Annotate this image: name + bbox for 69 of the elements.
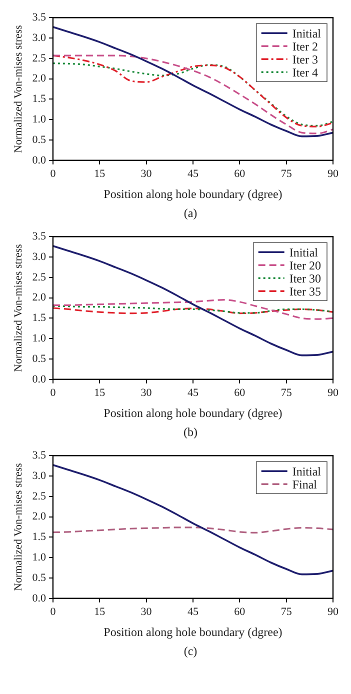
x-tick-label: 90 [328,606,339,618]
x-axis-title: Position along hole boundary (dgree) [104,624,282,639]
y-tick-label: 3.0 [32,470,46,482]
y-tick-label: 3.5 [32,449,46,462]
x-tick-label: 45 [187,386,199,399]
text: (c) [182,644,198,659]
line-series [52,245,333,356]
y-tick-label: 0.5 [32,352,46,365]
y-tick-label: 3.0 [32,250,46,263]
legend-label: Iter 3 [292,52,318,66]
x-tick-label: 75 [280,606,292,618]
y-tick-label: 0.0 [32,592,46,604]
x-tick-label: 75 [280,386,292,399]
x-tick-label: 15 [94,386,106,399]
x-tick-label: 30 [140,168,152,180]
x-tick-label: 15 [94,168,106,180]
text: (b) [182,425,198,440]
x-tick-label: 45 [187,606,199,618]
legend-label: Initial [289,245,319,260]
y-tick-label: 2.5 [32,490,46,502]
x-tick-label: 75 [280,168,292,180]
line-series [52,26,333,138]
y-axis-title: Normalized Von-mises stress [12,244,24,372]
x-tick-label: 60 [234,606,246,618]
legend-label: Final [292,477,318,492]
x-axis-title: Position along hole boundary (dgree) [104,406,282,420]
y-tick-label: 3.5 [32,11,46,24]
y-tick-label: 1.5 [32,93,46,106]
text: (a) [182,206,198,221]
y-axis-title: Normalized Von-mises stress [12,463,24,591]
y-tick-label: 1.0 [32,113,46,126]
x-axis-title: Position along hole boundary (dgree) [104,186,282,201]
y-tick-label: 0.5 [32,134,46,146]
y-tick-label: 3.5 [32,230,46,242]
y-axis-title: Normalized Von-mises stress [12,25,24,153]
x-tick-label: 30 [140,386,152,399]
y-tick-label: 2.5 [32,52,46,64]
y-tick-label: 1.0 [32,332,46,344]
legend-label: Iter 20 [289,258,322,272]
y-tick-label: 0.0 [32,373,46,386]
x-tick-label: 90 [328,168,339,180]
legend-label: Initial [292,26,322,40]
y-tick-label: 3.0 [32,32,46,44]
legend-label: Iter 2 [292,39,318,54]
x-tick-label: 0 [50,168,56,180]
y-tick-label: 1.0 [32,551,46,564]
x-tick-label: 60 [234,386,246,399]
y-tick-label: 2.0 [32,72,46,85]
legend-label: Initial [292,464,322,478]
x-tick-label: 45 [187,168,199,180]
x-tick-label: 0 [50,386,56,399]
legend-label: Iter 4 [292,65,318,80]
y-tick-label: 1.5 [32,531,46,544]
legend-label: Iter 35 [289,284,322,298]
y-tick-label: 2.0 [32,510,46,523]
x-tick-label: 30 [140,606,152,618]
legend-label: Iter 30 [289,271,322,286]
x-tick-label: 90 [328,386,339,399]
x-tick-label: 60 [234,168,246,180]
line-series [52,299,333,320]
line-series [52,305,333,314]
x-tick-label: 0 [50,606,56,618]
line-series [52,464,333,576]
y-tick-label: 2.5 [32,271,46,284]
x-tick-label: 15 [94,606,106,618]
y-tick-label: 2.0 [32,292,46,304]
y-tick-label: 0.0 [32,154,46,166]
y-tick-label: 0.5 [32,572,46,584]
y-tick-label: 1.5 [32,312,46,324]
